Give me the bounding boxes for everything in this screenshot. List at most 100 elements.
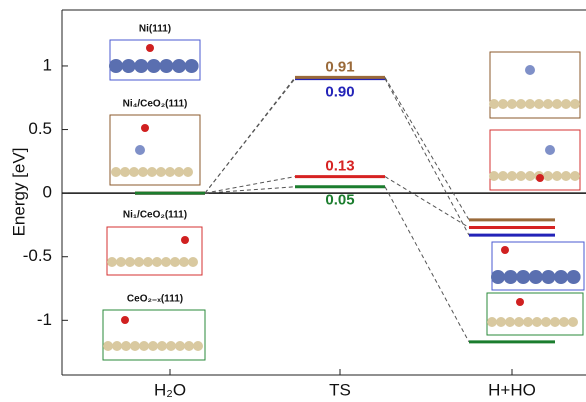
series-name: CeO₂₋ₓ(111) (127, 294, 183, 305)
atom (134, 59, 148, 73)
series-name: Ni₁/CeO₂(111) (123, 210, 187, 221)
atom (559, 317, 569, 327)
atom (147, 59, 161, 73)
atom (514, 317, 524, 327)
atom (161, 257, 171, 267)
atom (523, 317, 533, 327)
atom (116, 257, 126, 267)
atom (570, 171, 580, 181)
connector (205, 77, 295, 193)
atom (568, 317, 578, 327)
y-axis-label: Energy [eV] (9, 148, 28, 237)
image-frame (103, 310, 205, 360)
atom (179, 257, 189, 267)
atom (156, 167, 166, 177)
atom (516, 99, 526, 109)
image-frame (107, 227, 202, 275)
atom (570, 99, 580, 109)
atom (545, 145, 555, 155)
y-tick-label: 0.5 (28, 119, 52, 138)
atom (507, 171, 517, 181)
atom (165, 167, 175, 177)
atom (125, 257, 135, 267)
atom (146, 44, 154, 52)
atom (130, 341, 140, 351)
x-tick-label: TS (329, 380, 351, 399)
y-tick-label: 0 (43, 183, 52, 202)
connector (385, 77, 469, 219)
atom (541, 270, 555, 284)
atom (148, 341, 158, 351)
atom (496, 317, 506, 327)
atom (193, 341, 203, 351)
atom (135, 145, 145, 155)
atom (541, 317, 551, 327)
atom (183, 167, 193, 177)
atom (174, 167, 184, 177)
connector (385, 187, 469, 342)
atom (504, 270, 518, 284)
atom (121, 341, 131, 351)
x-tick-label: H+HO (488, 380, 536, 399)
atom (147, 167, 157, 177)
value-label: 0.13 (325, 158, 354, 175)
atom (561, 171, 571, 181)
atom (505, 317, 515, 327)
atom (107, 257, 117, 267)
atom (170, 257, 180, 267)
chart: Energy [eV] -1-0.500.51H₂OTSH+HONi(111)0… (0, 0, 586, 402)
atom (188, 257, 198, 267)
connector (205, 187, 295, 193)
atom (129, 167, 139, 177)
atom (525, 99, 535, 109)
atom (139, 341, 149, 351)
connector (205, 177, 295, 194)
atom (134, 257, 144, 267)
atom (122, 59, 136, 73)
atom (143, 257, 153, 267)
atom (529, 270, 543, 284)
value-label: 0.05 (325, 192, 354, 209)
atom (172, 59, 186, 73)
atom (175, 341, 185, 351)
atom (111, 167, 121, 177)
atom (141, 124, 149, 132)
atom (516, 298, 524, 306)
atom (121, 316, 129, 324)
atom (550, 317, 560, 327)
atom (120, 167, 130, 177)
atom (498, 171, 508, 181)
atom (498, 99, 508, 109)
series-name: Ni₄/CeO₂(111) (123, 99, 188, 110)
atom (543, 99, 553, 109)
atom (491, 270, 505, 284)
atom (112, 341, 122, 351)
atom (543, 171, 553, 181)
atom (552, 171, 562, 181)
y-tick-label: -0.5 (23, 246, 52, 265)
connector (385, 79, 469, 235)
atom (567, 270, 581, 284)
atom (534, 99, 544, 109)
atom (487, 317, 497, 327)
atom (157, 341, 167, 351)
atom (552, 99, 562, 109)
atom (181, 236, 189, 244)
atom (532, 317, 542, 327)
atom (109, 59, 123, 73)
atom (489, 171, 499, 181)
atom (184, 341, 194, 351)
atom (525, 171, 535, 181)
series-name: Ni(111) (139, 24, 171, 35)
atom (507, 99, 517, 109)
y-tick-label: -1 (37, 310, 52, 329)
value-label: 0.91 (325, 58, 354, 75)
atom (185, 59, 199, 73)
connector (385, 177, 469, 228)
atom (489, 99, 499, 109)
value-label: 0.90 (325, 84, 354, 101)
atom (516, 171, 526, 181)
atom (536, 174, 544, 182)
atom (554, 270, 568, 284)
atom (103, 341, 113, 351)
